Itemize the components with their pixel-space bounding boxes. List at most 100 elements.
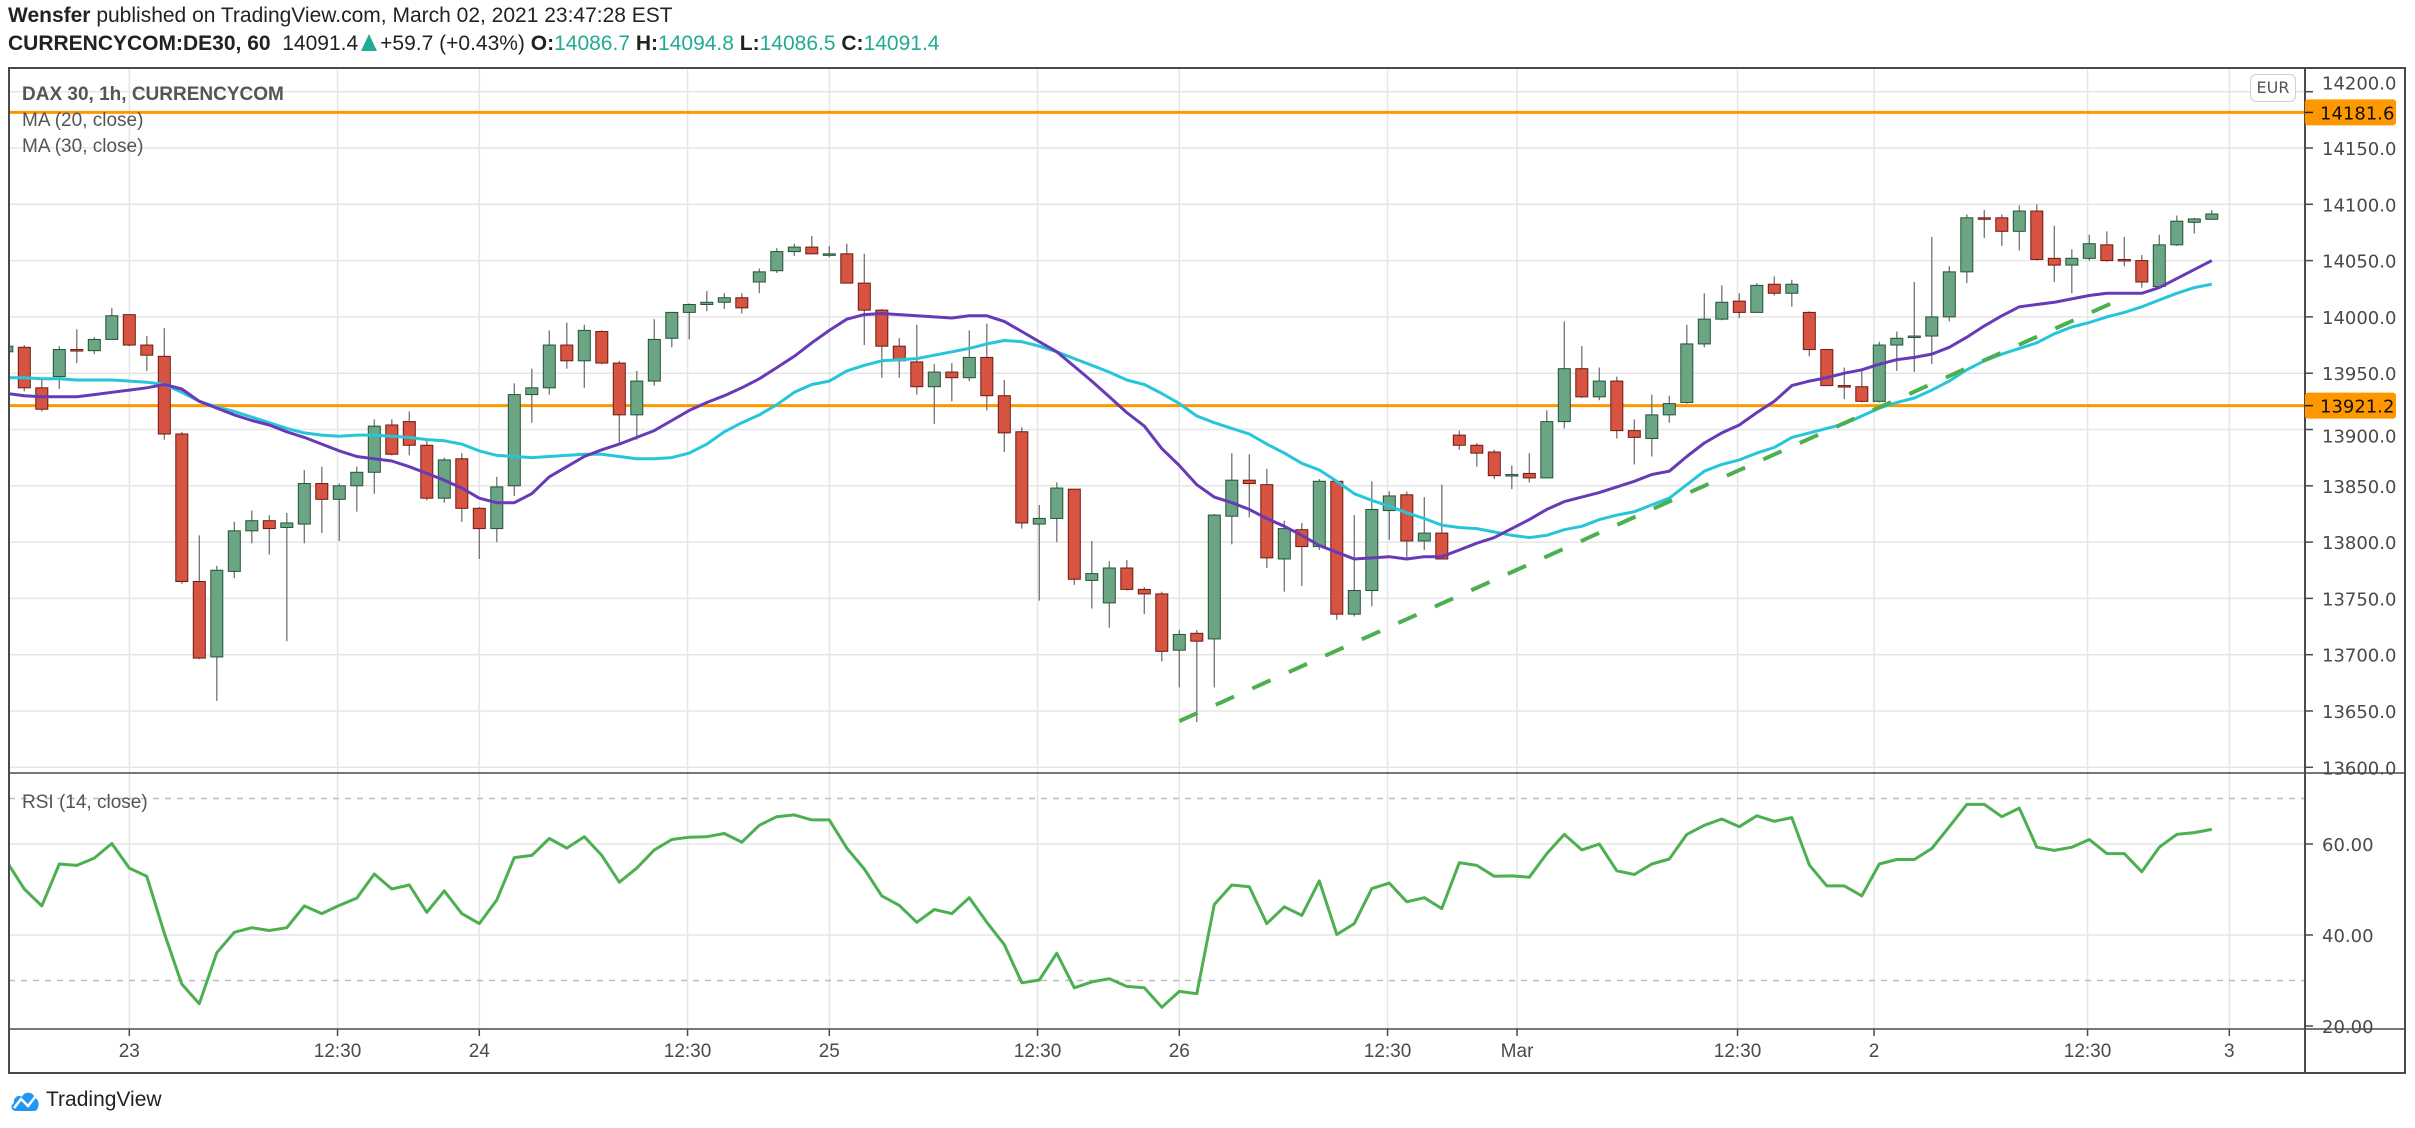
candle[interactable] <box>1365 481 1379 607</box>
trend-line[interactable] <box>1178 300 2115 723</box>
candle[interactable] <box>2117 236 2131 267</box>
candle[interactable] <box>402 411 416 456</box>
candle[interactable] <box>1417 497 1431 550</box>
candle[interactable] <box>1312 479 1326 550</box>
candle[interactable] <box>140 336 154 371</box>
candle[interactable] <box>1487 449 1501 480</box>
candle[interactable] <box>1382 491 1396 540</box>
candle[interactable] <box>262 515 276 555</box>
candle[interactable] <box>892 338 906 378</box>
candle[interactable] <box>87 337 101 355</box>
candle[interactable] <box>717 293 731 310</box>
candle[interactable] <box>2135 254 2149 288</box>
candle[interactable] <box>1872 341 1886 403</box>
candle[interactable] <box>1855 370 1869 403</box>
candle[interactable] <box>175 431 189 584</box>
candle[interactable] <box>2170 215 2184 246</box>
candle[interactable] <box>1522 453 1536 483</box>
candle[interactable] <box>280 512 294 642</box>
candle[interactable] <box>1995 214 2009 246</box>
candle[interactable] <box>1155 591 1169 662</box>
price-pane[interactable] <box>1 110 2305 723</box>
candle[interactable] <box>2187 217 2201 234</box>
currency-badge[interactable]: EUR <box>2250 74 2296 102</box>
candle[interactable] <box>1575 346 1589 398</box>
candle[interactable] <box>17 345 31 392</box>
candle[interactable] <box>2047 225 2061 282</box>
candle[interactable] <box>1452 430 1466 450</box>
candle[interactable] <box>595 330 609 365</box>
candle[interactable] <box>2205 210 2219 220</box>
candle[interactable] <box>1085 540 1099 609</box>
candle[interactable] <box>1785 279 1799 307</box>
candle[interactable] <box>927 364 941 424</box>
candle[interactable] <box>787 243 801 257</box>
candle[interactable] <box>1925 236 1939 365</box>
candle[interactable] <box>385 419 399 456</box>
rsi-legend[interactable]: RSI (14, close) <box>22 792 148 813</box>
candle[interactable] <box>367 419 381 494</box>
candle[interactable] <box>1137 587 1151 615</box>
candle[interactable] <box>752 268 766 294</box>
candle[interactable] <box>472 507 486 559</box>
candle[interactable] <box>857 253 871 346</box>
candle[interactable] <box>1102 561 1116 628</box>
candle[interactable] <box>315 466 329 534</box>
ma20-line[interactable] <box>7 259 2213 561</box>
candle[interactable] <box>2065 249 2079 294</box>
ma20-legend[interactable]: MA (20, close) <box>22 110 144 131</box>
candle[interactable] <box>1767 276 1781 296</box>
candle[interactable] <box>997 379 1011 453</box>
candle[interactable] <box>805 235 819 255</box>
candle[interactable] <box>1400 491 1414 558</box>
candle[interactable] <box>560 322 574 369</box>
candle[interactable] <box>210 565 224 701</box>
candle[interactable] <box>105 307 119 340</box>
candle[interactable] <box>227 521 241 579</box>
rsi-pane[interactable] <box>7 802 2213 1009</box>
candle[interactable] <box>630 370 644 440</box>
candle[interactable] <box>962 330 976 382</box>
candle[interactable] <box>735 293 749 314</box>
candle[interactable] <box>2012 205 2026 251</box>
candle[interactable] <box>542 330 556 395</box>
candle[interactable] <box>1120 560 1134 591</box>
candle[interactable] <box>822 245 836 258</box>
candle[interactable] <box>1277 520 1291 592</box>
candle[interactable] <box>1225 453 1239 545</box>
candle[interactable] <box>945 363 959 402</box>
candle[interactable] <box>1732 293 1746 319</box>
candle[interactable] <box>1645 394 1659 457</box>
candle[interactable] <box>1 344 14 356</box>
candle[interactable] <box>1207 513 1221 688</box>
candle[interactable] <box>2100 231 2114 262</box>
candle[interactable] <box>1557 321 1571 429</box>
candle[interactable] <box>577 324 591 388</box>
candle[interactable] <box>1627 419 1641 465</box>
candle[interactable] <box>1977 209 1991 239</box>
candle[interactable] <box>1662 395 1676 423</box>
candle[interactable] <box>2030 204 2044 261</box>
candle[interactable] <box>420 440 434 501</box>
candle[interactable] <box>192 535 206 660</box>
candle[interactable] <box>490 476 504 543</box>
candle[interactable] <box>52 346 66 389</box>
candle[interactable] <box>2152 234 2166 287</box>
candle[interactable] <box>1942 266 1956 322</box>
candle[interactable] <box>1032 504 1046 601</box>
axes[interactable]: 14200.0 14150.0 14100.0 14050.0 14000.0 13950… <box>119 73 2397 1062</box>
candle[interactable] <box>122 314 136 347</box>
candle[interactable] <box>350 466 364 512</box>
candle[interactable] <box>70 329 84 364</box>
candle[interactable] <box>1697 293 1711 348</box>
candle[interactable] <box>700 291 714 312</box>
candle[interactable] <box>1347 515 1361 617</box>
candle[interactable] <box>665 311 679 348</box>
candle[interactable] <box>980 323 994 411</box>
rsi-line[interactable] <box>7 802 2213 1009</box>
candle[interactable] <box>647 319 661 386</box>
candle[interactable] <box>1190 629 1204 723</box>
candle[interactable] <box>875 309 889 378</box>
candle[interactable] <box>35 377 49 412</box>
candle[interactable] <box>507 383 521 496</box>
